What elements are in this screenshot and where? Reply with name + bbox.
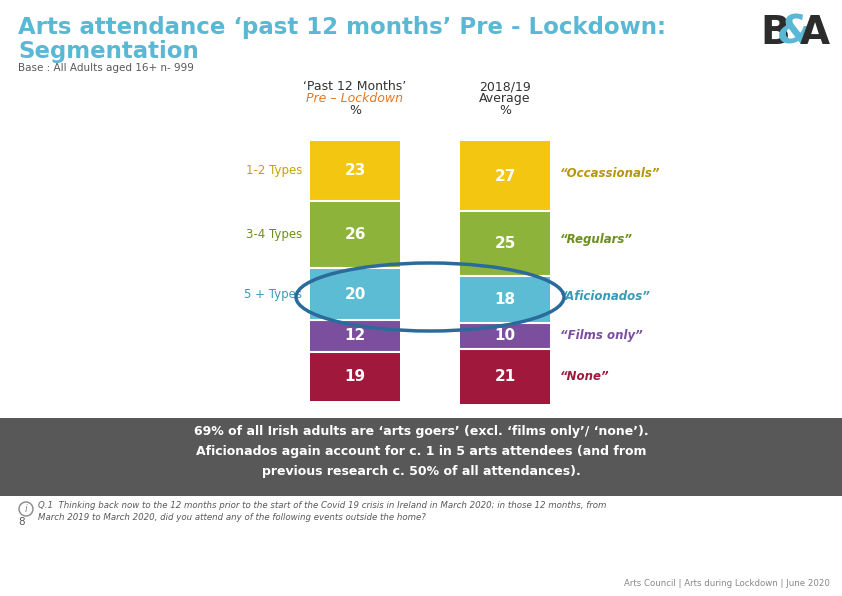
Text: 18: 18 — [494, 292, 515, 307]
Bar — [310, 141, 400, 201]
Text: 3-4 Types: 3-4 Types — [246, 228, 302, 241]
Text: “Films only”: “Films only” — [560, 330, 642, 343]
Bar — [310, 201, 400, 268]
Bar — [310, 352, 400, 401]
Bar — [460, 211, 550, 276]
Bar — [310, 321, 400, 352]
Text: %: % — [349, 104, 361, 117]
Bar — [460, 323, 550, 349]
Text: 10: 10 — [494, 328, 515, 343]
Text: 69% of all Irish adults are ‘arts goers’ (excl. ‘films only’/ ‘none’).
Aficionad: 69% of all Irish adults are ‘arts goers’… — [194, 426, 648, 479]
Bar — [460, 276, 550, 323]
Text: “None”: “None” — [560, 370, 610, 383]
Bar — [0, 418, 842, 496]
Text: Average: Average — [479, 92, 530, 105]
Text: 12: 12 — [344, 328, 365, 343]
Text: 2018/19: 2018/19 — [479, 80, 530, 93]
Text: 19: 19 — [344, 369, 365, 384]
Text: “Aficionados”: “Aficionados” — [560, 290, 651, 303]
Text: Arts Council | Arts during Lockdown | June 2020: Arts Council | Arts during Lockdown | Ju… — [624, 579, 830, 588]
Text: “Regulars”: “Regulars” — [560, 232, 633, 246]
Text: 25: 25 — [494, 236, 515, 251]
Bar — [460, 141, 550, 211]
Bar — [310, 268, 400, 321]
Text: Pre – Lockdown: Pre – Lockdown — [306, 92, 403, 105]
Text: 26: 26 — [344, 227, 365, 242]
Circle shape — [19, 502, 33, 516]
Text: Q.1  Thinking back now to the 12 months prior to the start of the Covid 19 crisi: Q.1 Thinking back now to the 12 months p… — [38, 501, 606, 523]
Text: 8: 8 — [18, 517, 24, 527]
Text: B: B — [760, 14, 790, 52]
Text: 1-2 Types: 1-2 Types — [246, 164, 302, 178]
Text: “Occassionals”: “Occassionals” — [560, 167, 660, 180]
Text: 5 + Types: 5 + Types — [244, 288, 302, 301]
Text: ‘Past 12 Months’: ‘Past 12 Months’ — [303, 80, 407, 93]
Text: Arts attendance ‘past 12 months’ Pre - Lockdown:: Arts attendance ‘past 12 months’ Pre - L… — [18, 16, 666, 39]
Text: %: % — [499, 104, 511, 117]
Text: Segmentation: Segmentation — [18, 40, 199, 63]
Text: i: i — [24, 504, 28, 514]
Text: Base : All Adults aged 16+ n- 999: Base : All Adults aged 16+ n- 999 — [18, 63, 194, 73]
Text: 20: 20 — [344, 287, 365, 302]
Text: 21: 21 — [494, 369, 515, 384]
Bar — [460, 349, 550, 403]
Text: 23: 23 — [344, 163, 365, 178]
Text: &: & — [778, 14, 812, 52]
Text: A: A — [800, 14, 830, 52]
Text: 27: 27 — [494, 169, 515, 184]
